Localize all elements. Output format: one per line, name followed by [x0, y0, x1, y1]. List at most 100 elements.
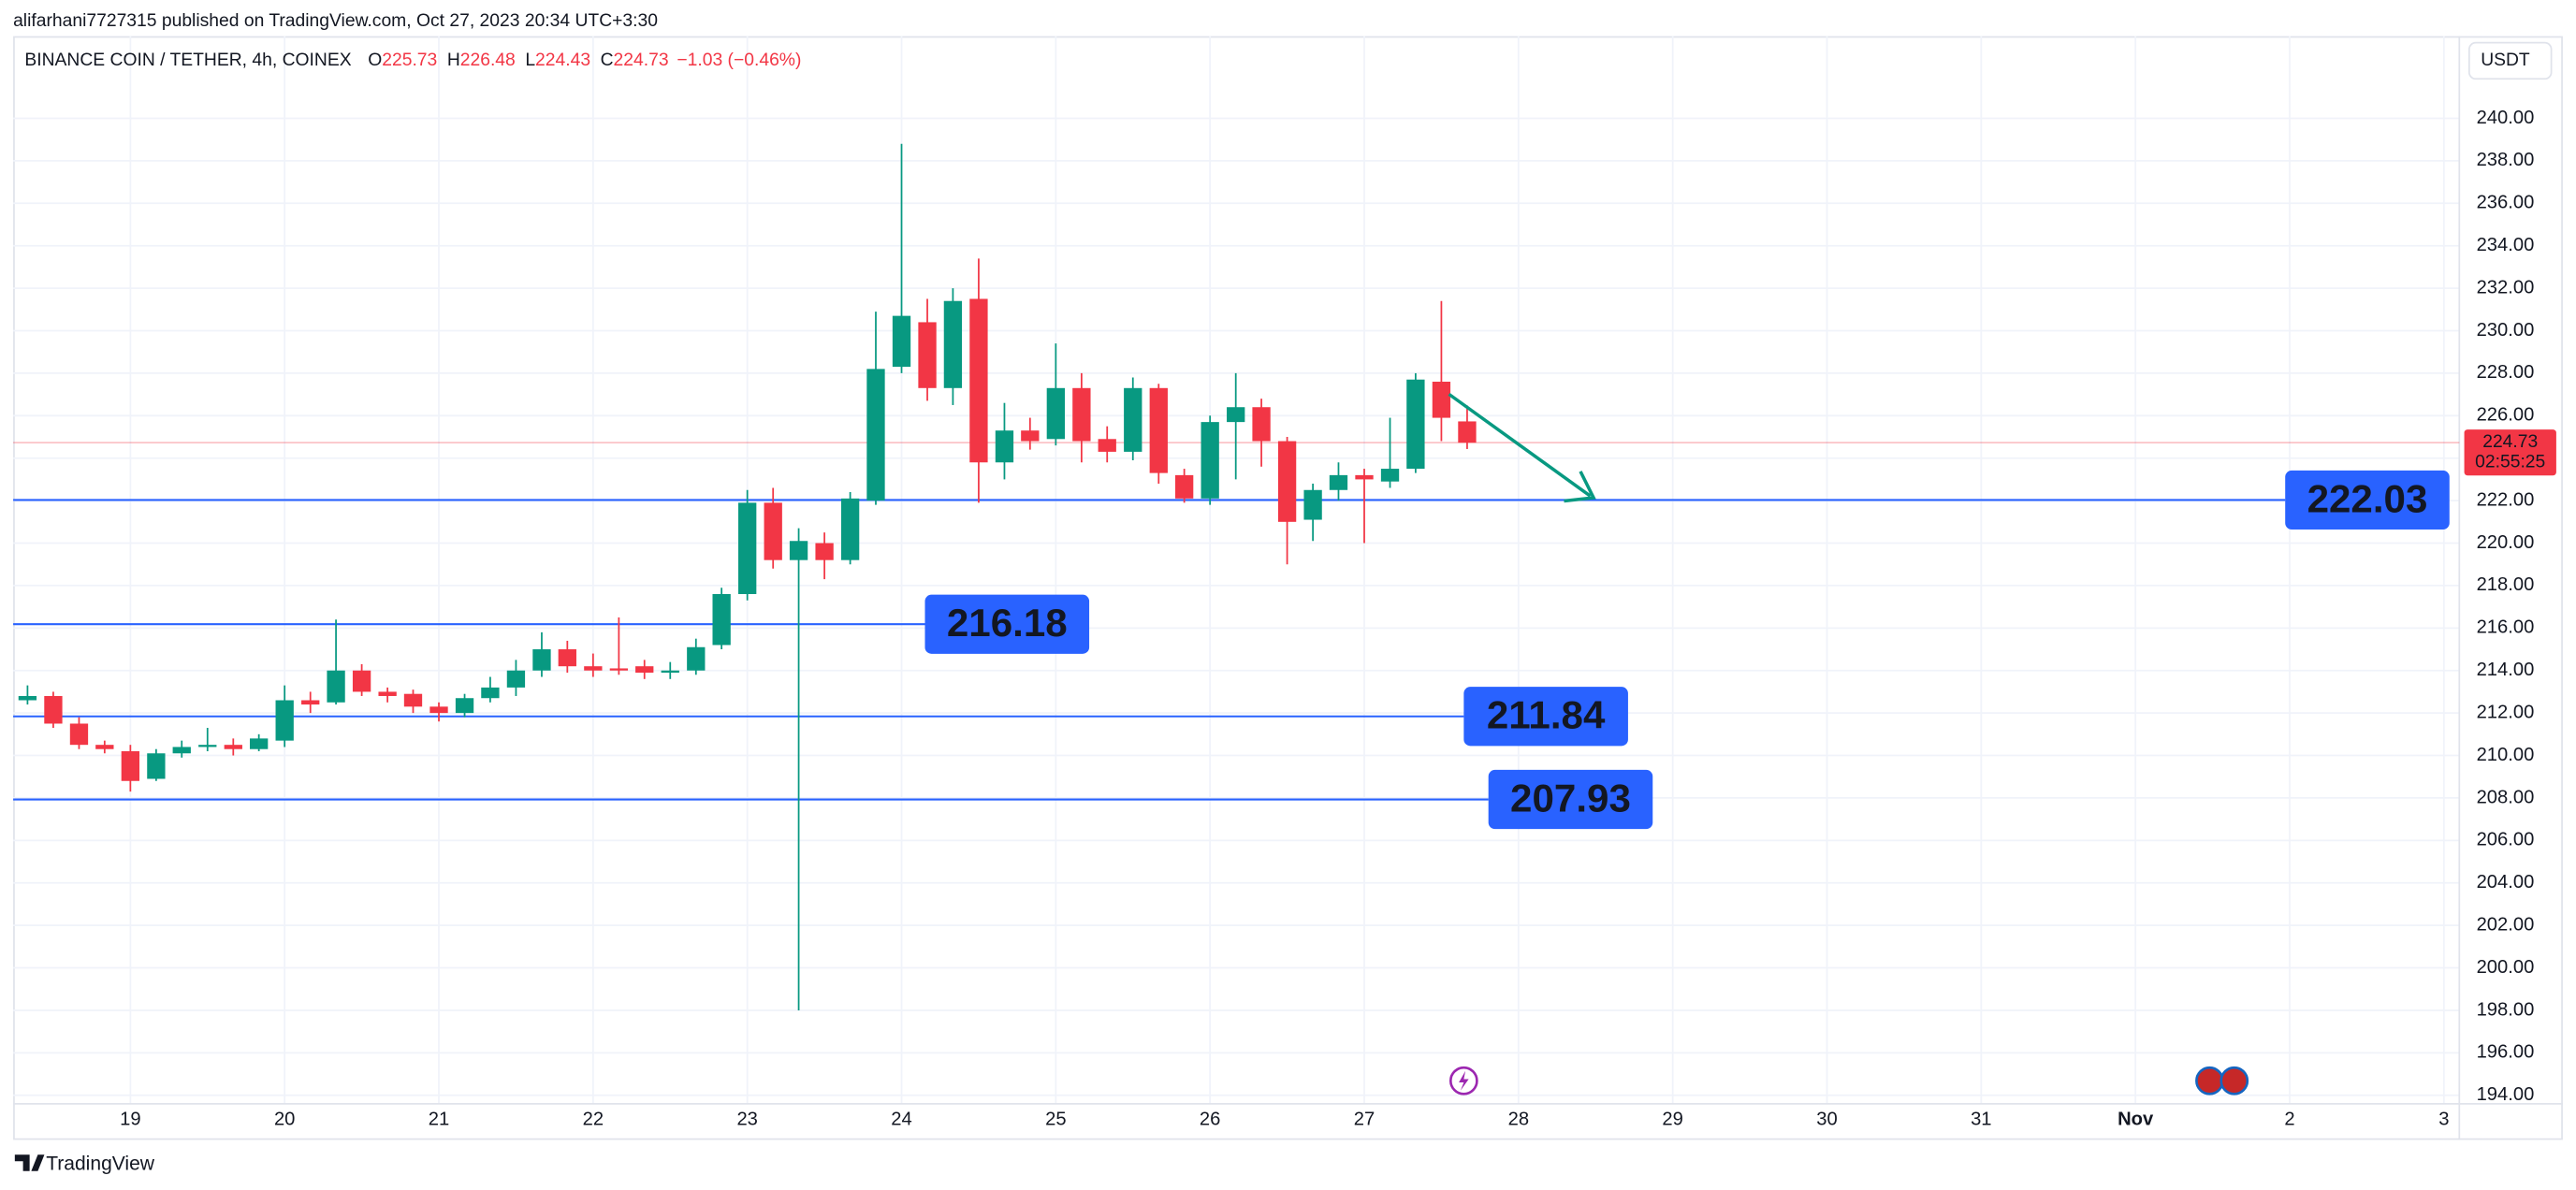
arrow-line	[1448, 392, 1592, 498]
candle-body	[1406, 379, 1425, 470]
y-tick-label: 206.00	[2477, 830, 2535, 850]
x-tick-label: 28	[1508, 1110, 1529, 1130]
level-box	[1488, 769, 1653, 830]
arrow-head	[1564, 471, 1596, 503]
candle-body	[18, 695, 37, 701]
candle-body	[1458, 421, 1477, 443]
y-tick-label: 232.00	[2477, 277, 2535, 298]
ohlc-value: 224.73	[614, 51, 669, 70]
candle-body	[224, 745, 242, 749]
y-tick-label: 240.00	[2477, 108, 2535, 128]
x-tick-label: 31	[1971, 1110, 1991, 1130]
y-tick-label: 216.00	[2477, 617, 2535, 638]
y-tick-label: 210.00	[2477, 745, 2535, 765]
y-tick-label: 220.00	[2477, 532, 2535, 553]
candle-body	[558, 649, 576, 667]
currency-label: USDT	[2481, 51, 2530, 70]
y-tick-label: 236.00	[2477, 193, 2535, 213]
brand-mark	[14, 1154, 45, 1171]
x-tick-label: 26	[1200, 1110, 1220, 1130]
candle-body	[1072, 387, 1091, 442]
level-box	[924, 594, 1090, 654]
x-tick-label: 19	[120, 1110, 140, 1130]
x-tick-label: 29	[1662, 1110, 1682, 1130]
candle-body	[1432, 381, 1451, 418]
event-icons	[1448, 1066, 2249, 1096]
currency-button[interactable]	[2467, 41, 2553, 80]
candle-body	[481, 687, 500, 699]
event-icon-bolt	[1459, 1070, 1469, 1091]
event-icon[interactable]	[2195, 1066, 2224, 1096]
y-tick-label: 198.00	[2477, 999, 2535, 1020]
brand-logo: TradingView	[14, 1153, 155, 1174]
candle-body	[250, 738, 269, 749]
x-tick-label: 21	[429, 1110, 449, 1130]
candle-body	[1124, 387, 1142, 452]
candle-body	[789, 541, 808, 560]
y-tick-label: 200.00	[2477, 957, 2535, 978]
candle-body	[1046, 387, 1065, 440]
candle-body	[121, 750, 140, 781]
ohlc-value: 225.73	[382, 51, 437, 70]
candle-body	[943, 300, 963, 388]
candle-body	[1227, 407, 1245, 423]
y-tick-label: 202.00	[2477, 914, 2535, 935]
symbol-legend: BINANCE COIN / TETHER, 4h, COINEX O225.7…	[24, 51, 801, 70]
candle-body	[301, 700, 320, 705]
x-tick-label: 27	[1354, 1110, 1375, 1130]
x-tick-label: 24	[891, 1110, 911, 1130]
candle-body	[995, 430, 1014, 463]
candle-body	[635, 666, 654, 673]
candle-body	[609, 668, 629, 671]
y-tick-label: 204.00	[2477, 872, 2535, 892]
price-badge	[2464, 429, 2556, 476]
ohlc-value: 224.43	[535, 51, 590, 70]
y-tick-label: 208.00	[2477, 787, 2535, 807]
y-tick-label: 228.00	[2477, 362, 2535, 383]
candle-body	[1098, 439, 1116, 452]
candle-body	[1174, 474, 1194, 499]
y-tick-label: 222.00	[2477, 489, 2535, 510]
level-box	[2285, 470, 2450, 530]
y-tick-label: 194.00	[2477, 1084, 2535, 1105]
y-tick-label: 226.00	[2477, 405, 2535, 426]
level-label: 207.93	[1510, 776, 1631, 820]
candle-body	[1380, 469, 1400, 482]
level-label: 216.18	[947, 601, 1068, 645]
candle-body	[44, 695, 63, 724]
price-badge-value: 224.73	[2482, 432, 2538, 452]
candle-body	[1201, 422, 1219, 499]
y-tick-label: 214.00	[2477, 660, 2535, 680]
ohlc-key: L	[525, 51, 535, 70]
x-tick-label: 25	[1045, 1110, 1066, 1130]
candle-body	[403, 693, 423, 707]
candle-body	[584, 666, 603, 671]
candle-body	[1355, 474, 1374, 480]
x-tick-label: 2	[2284, 1110, 2294, 1130]
candle-body	[1277, 441, 1297, 522]
candle-body	[532, 649, 551, 671]
candle-body	[815, 543, 834, 560]
candle-body	[429, 706, 448, 714]
event-icon[interactable]	[2219, 1066, 2249, 1096]
grid	[13, 36, 2460, 1104]
y-tick-label: 212.00	[2477, 702, 2535, 722]
candle-body	[687, 646, 706, 671]
y-tick-label: 218.00	[2477, 574, 2535, 595]
ohlc-key: C	[601, 51, 614, 70]
candle-body	[506, 670, 526, 688]
candle-body	[1021, 430, 1040, 442]
y-tick-label: 230.00	[2477, 320, 2535, 341]
publisher-line: alifarhani7727315 published on TradingVi…	[13, 11, 658, 31]
candle-body	[455, 698, 474, 714]
candle-body	[378, 691, 397, 696]
candle-body	[69, 723, 89, 746]
brand-text: TradingView	[46, 1153, 155, 1174]
x-tick-label: 30	[1816, 1110, 1837, 1130]
ohlc-key: H	[447, 51, 460, 70]
candle-body	[352, 670, 371, 692]
arrow-annotation	[1448, 392, 1596, 503]
level-label: 211.84	[1487, 693, 1606, 737]
